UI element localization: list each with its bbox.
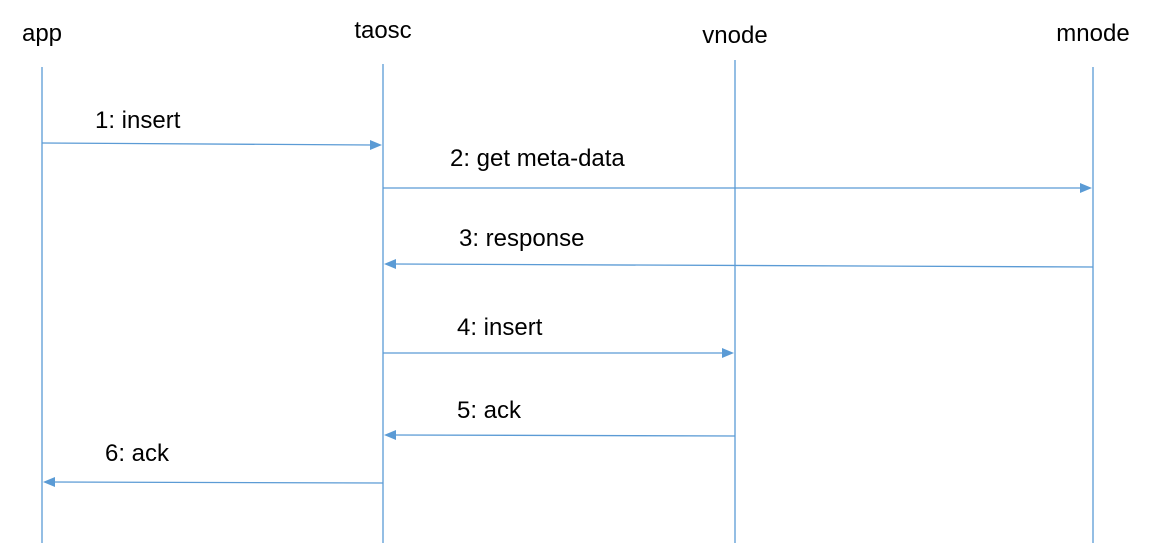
arrowhead-icon — [370, 140, 382, 150]
arrowhead-icon — [384, 259, 396, 269]
arrowhead-icon — [722, 348, 734, 358]
message-arrow-3 — [393, 263, 1094, 268]
participant-taosc-label: taosc — [354, 17, 411, 44]
message-label-4: 4: insert — [457, 314, 543, 341]
participant-app-label: app — [22, 20, 62, 47]
arrowhead-icon — [1080, 183, 1092, 193]
message-label-6: 6: ack — [105, 440, 170, 467]
message-label-2: 2: get meta-data — [450, 145, 625, 172]
message-arrow-5 — [393, 434, 736, 437]
arrowhead-icon — [384, 430, 396, 440]
message-label-1: 1: insert — [95, 107, 181, 134]
arrowhead-icon — [43, 477, 55, 487]
message-arrow-6 — [52, 481, 384, 484]
participant-mnode-label: mnode — [1056, 20, 1129, 47]
message-arrow-1 — [41, 142, 373, 146]
message-label-3: 3: response — [459, 225, 584, 252]
message-label-5: 5: ack — [457, 397, 522, 424]
participant-vnode-label: vnode — [702, 22, 767, 49]
